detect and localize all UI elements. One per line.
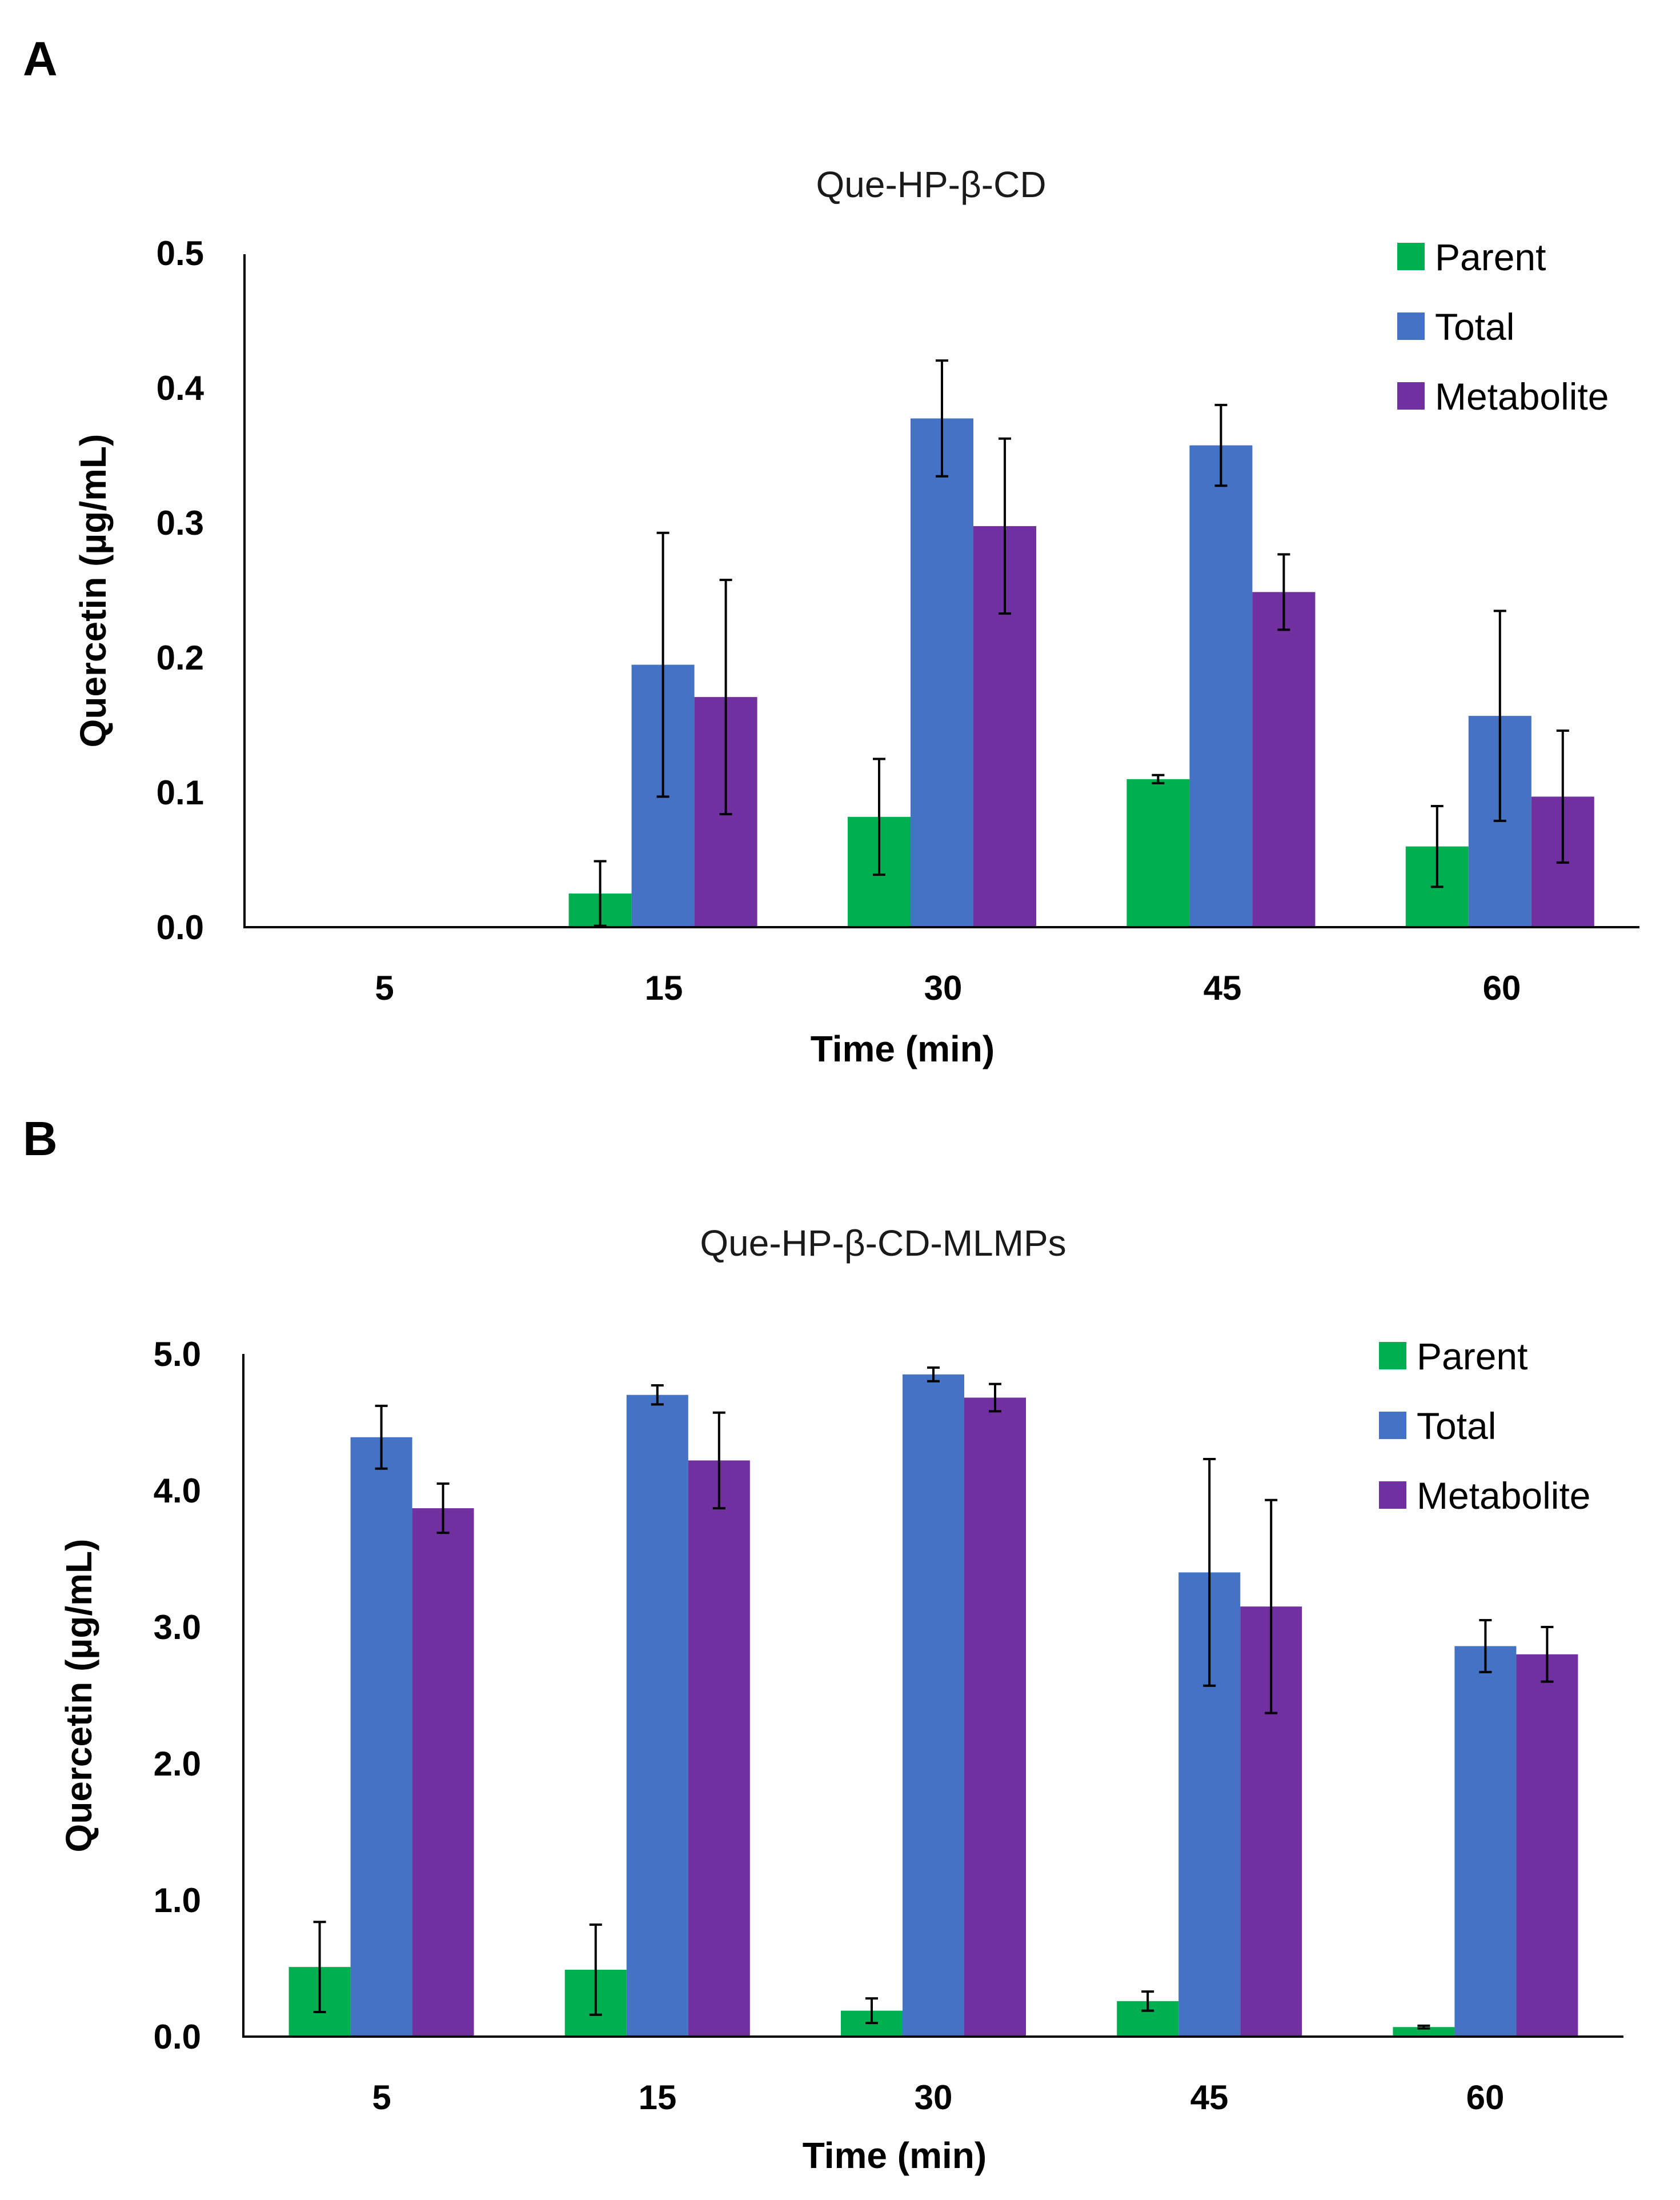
- legend-swatch-metabolite: [1397, 382, 1425, 410]
- panel-b-y-axis-label: Quercetin (µg/mL): [58, 1539, 99, 1853]
- panel-b-bar-parent-60: [1393, 2027, 1455, 2037]
- panel-b-error-bar-parent-30: [865, 1997, 878, 2025]
- panel-a-error-bar-parent-30: [873, 758, 885, 876]
- legend-swatch-total: [1397, 312, 1425, 340]
- panel-a-x-axis-label: Time (min): [811, 1028, 995, 1069]
- panel-a-y-axis-label: Quercetin (µg/mL): [73, 434, 114, 748]
- panel-a-error-bar-parent-15: [594, 860, 607, 927]
- panel-a-bars: [568, 359, 1594, 927]
- panel-b-bar-metabolite-5: [412, 1508, 474, 2037]
- panel-b-error-bar-total-45: [1203, 1458, 1216, 1687]
- panel-b-bar-total-5: [350, 1437, 412, 2037]
- panel-a-bar-parent-45: [1126, 779, 1190, 927]
- panel-b-bar-total-60: [1454, 1646, 1517, 2037]
- panel-b-error-bar-parent-60: [1417, 2024, 1430, 2030]
- panel-b-ytick-label: 1.0: [154, 1881, 201, 1920]
- panel-a-xtick-label: 60: [1483, 969, 1521, 1007]
- panel-b-error-bar-metabolite-60: [1541, 1626, 1554, 1683]
- panel-a-bar-metabolite-45: [1252, 592, 1316, 927]
- panel-a-ytick-label: 0.3: [157, 504, 204, 542]
- legend-swatch-total: [1379, 1412, 1406, 1439]
- legend-swatch-parent: [1397, 243, 1425, 270]
- panel-b-xtick-label: 60: [1466, 2078, 1505, 2117]
- panel-a-legend: Parent Total Metabolite: [1397, 236, 1609, 418]
- legend-label-total: Total: [1417, 1405, 1496, 1447]
- panel-a: A Que-HP-β-CD 0.0 0.1 0.2 0.3 0.4 0.5 5 …: [23, 32, 1639, 1069]
- panel-a-error-bar-total-45: [1214, 403, 1228, 487]
- panel-b: B Que-HP-β-CD-MLMPs 0.0 1.0 2.0 3.0 4.0 …: [23, 1112, 1623, 2176]
- panel-b-xtick-label: 45: [1190, 2078, 1229, 2117]
- panel-a-letter: A: [23, 32, 58, 86]
- legend-swatch-metabolite: [1379, 1481, 1406, 1509]
- panel-a-error-bar-parent-45: [1152, 774, 1165, 784]
- panel-a-error-bar-total-30: [936, 359, 948, 478]
- panel-a-xtick-label: 5: [375, 969, 394, 1007]
- panel-b-legend: Parent Total Metabolite: [1379, 1335, 1591, 1517]
- panel-b-ytick-labels: 0.0 1.0 2.0 3.0 4.0 5.0: [154, 1335, 201, 2056]
- panel-b-error-bar-total-5: [375, 1404, 388, 1470]
- legend-label-parent: Parent: [1435, 236, 1546, 278]
- panel-a-ytick-label: 0.1: [157, 774, 204, 812]
- panel-a-ytick-label: 0.0: [157, 908, 204, 947]
- panel-b-error-bar-parent-15: [589, 1924, 602, 2016]
- panel-b-bar-total-30: [903, 1374, 964, 2037]
- panel-b-ytick-label: 5.0: [154, 1335, 201, 1373]
- panel-b-error-bar-metabolite-30: [989, 1382, 1001, 1413]
- panel-b-ytick-label: 2.0: [154, 1745, 201, 1783]
- panel-a-error-bar-parent-60: [1430, 804, 1444, 888]
- panel-b-bars: [288, 1366, 1578, 2037]
- panel-b-error-bar-total-15: [651, 1384, 664, 1406]
- panel-a-title: Que-HP-β-CD: [816, 164, 1046, 205]
- panel-b-bar-metabolite-30: [964, 1397, 1026, 2037]
- panel-a-xtick-label: 15: [645, 969, 683, 1007]
- panel-a-error-bar-metabolite-60: [1556, 730, 1569, 864]
- panel-a-error-bar-metabolite-45: [1277, 553, 1290, 631]
- panel-a-ytick-labels: 0.0 0.1 0.2 0.3 0.4 0.5: [157, 234, 205, 947]
- panel-b-bar-metabolite-60: [1516, 1654, 1578, 2037]
- panel-b-error-bar-total-60: [1479, 1619, 1492, 1673]
- panel-b-xtick-label: 30: [915, 2078, 953, 2117]
- panel-a-error-bar-metabolite-30: [999, 437, 1011, 615]
- panel-b-ytick-label: 4.0: [154, 1472, 201, 1510]
- legend-swatch-parent: [1379, 1342, 1406, 1369]
- panel-a-error-bar-total-15: [656, 531, 669, 798]
- panel-a-xtick-labels: 5 15 30 45 60: [375, 969, 1521, 1007]
- panel-a-error-bar-metabolite-15: [719, 579, 732, 816]
- panel-b-ytick-label: 3.0: [154, 1608, 201, 1646]
- panel-b-error-bar-parent-5: [313, 1921, 326, 2013]
- panel-a-bar-total-45: [1189, 445, 1253, 927]
- panel-b-bar-total-15: [626, 1394, 688, 2037]
- legend-label-metabolite: Metabolite: [1435, 375, 1609, 418]
- panel-b-error-bar-metabolite-15: [712, 1411, 725, 1510]
- panel-b-xtick-labels: 5 15 30 45 60: [372, 2078, 1504, 2117]
- legend-label-total: Total: [1435, 306, 1514, 348]
- panel-b-title: Que-HP-β-CD-MLMPs: [700, 1223, 1066, 1264]
- panel-a-ytick-label: 0.5: [157, 234, 204, 273]
- legend-label-parent: Parent: [1417, 1335, 1527, 1377]
- panel-b-x-axis-label: Time (min): [803, 2135, 987, 2176]
- panel-b-error-bar-parent-45: [1141, 1990, 1154, 2012]
- legend-label-metabolite: Metabolite: [1417, 1474, 1591, 1517]
- panel-a-xtick-label: 30: [924, 969, 963, 1007]
- panel-b-error-bar-metabolite-45: [1265, 1498, 1278, 1714]
- panel-b-error-bar-total-30: [927, 1366, 940, 1382]
- panel-b-error-bar-metabolite-5: [436, 1482, 450, 1534]
- panel-a-bar-total-30: [911, 418, 973, 927]
- panel-b-xtick-label: 15: [639, 2078, 677, 2117]
- panel-a-xtick-label: 45: [1204, 969, 1242, 1007]
- panel-a-ytick-label: 0.2: [157, 639, 204, 677]
- panel-b-xtick-label: 5: [372, 2078, 391, 2117]
- panel-b-bar-metabolite-15: [688, 1460, 750, 2037]
- panel-b-letter: B: [23, 1112, 58, 1165]
- panel-b-ytick-label: 0.0: [154, 2018, 201, 2056]
- panel-a-ytick-label: 0.4: [157, 369, 205, 407]
- panel-a-error-bar-total-60: [1493, 610, 1506, 822]
